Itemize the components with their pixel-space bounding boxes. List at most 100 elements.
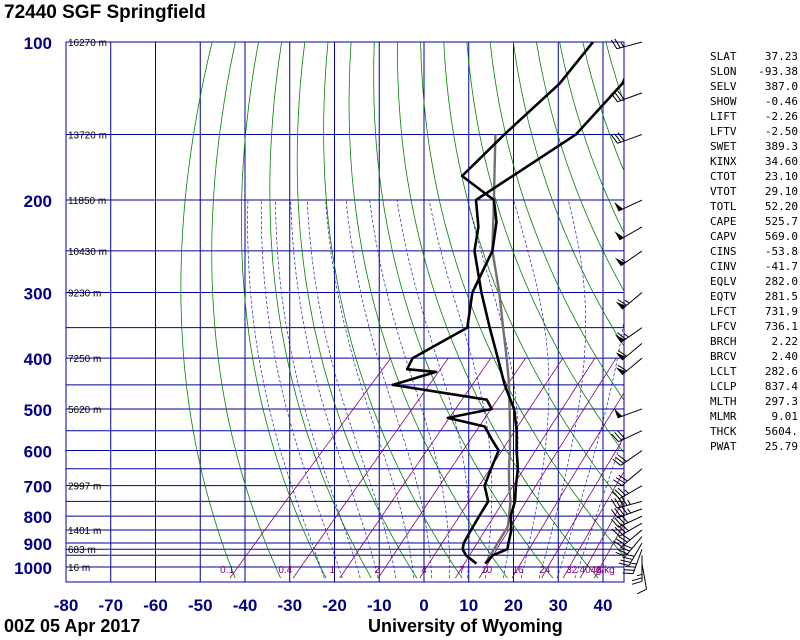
temperature-tick-label: 10 xyxy=(459,596,478,615)
barb-half-flag xyxy=(624,299,630,304)
index-name: VTOT xyxy=(710,185,737,198)
barb-flag xyxy=(631,577,643,582)
index-row: MLTH 297.3 xyxy=(710,394,798,409)
index-row: LFCV 736.1 xyxy=(710,319,798,334)
observation-time: 00Z 05 Apr 2017 xyxy=(4,616,141,636)
barb-flag xyxy=(618,562,630,566)
barb-flag xyxy=(615,456,624,464)
temperature-tick-label: 30 xyxy=(549,596,568,615)
barb-pennant xyxy=(614,408,623,418)
moist-adiabat xyxy=(290,199,379,579)
barb-flag xyxy=(617,487,626,496)
barb-shaft xyxy=(617,408,643,419)
index-name: BRCV xyxy=(710,350,737,363)
wind-barb xyxy=(614,408,643,419)
barb-half-flag xyxy=(627,499,631,505)
barb-half-flag xyxy=(627,508,632,514)
height-label: 13720 m xyxy=(68,130,107,141)
temperature-tick-label: 40 xyxy=(594,596,613,615)
index-name: SLON xyxy=(710,65,737,78)
moist-adiabats xyxy=(247,199,624,579)
dry-adiabats xyxy=(180,42,624,579)
height-label: 9230 m xyxy=(68,288,101,299)
barb-shaft xyxy=(641,563,648,590)
barb-flag xyxy=(612,458,622,466)
temperature-tick-label: -80 xyxy=(54,596,79,615)
barb-flag xyxy=(617,132,625,142)
pressure-tick-label: 700 xyxy=(24,478,52,497)
barb-flag xyxy=(621,496,628,506)
chart-title: 72440 SGF Springfield xyxy=(4,2,206,23)
barb-flag xyxy=(611,518,619,528)
temperature-tick-label: -30 xyxy=(277,596,302,615)
source-credit: University of Wyoming xyxy=(368,616,563,636)
temperature-tick-label: -20 xyxy=(322,596,347,615)
height-label: 16270 m xyxy=(68,38,107,49)
dry-adiabat xyxy=(489,42,624,401)
barb-shaft xyxy=(617,133,643,144)
index-row: SLON -93.38 xyxy=(710,64,798,79)
wind-barb xyxy=(611,485,643,500)
barb-flag xyxy=(611,491,620,500)
index-value: 52.20 xyxy=(764,200,798,213)
index-row: VTOT 29.10 xyxy=(710,184,798,199)
index-name: CAPV xyxy=(710,230,737,243)
stability-indices: SLAT 37.23 SLON -93.38 SELV 387.0 SHOW -0.46 LIF… xyxy=(710,49,798,454)
barb-shaft xyxy=(618,199,643,212)
moist-adiabat xyxy=(345,199,433,579)
moist-adiabat xyxy=(260,200,343,579)
dry-adiabat xyxy=(420,42,624,557)
index-value: 837.4 xyxy=(764,380,798,393)
wind-barb xyxy=(612,450,643,466)
barb-flag xyxy=(614,507,622,517)
barb-flag xyxy=(617,90,625,100)
mixing-ratio-line xyxy=(229,357,392,579)
height-label: 1401 m xyxy=(68,526,101,537)
barb-flag xyxy=(610,93,618,103)
index-value: -53.8 xyxy=(764,245,798,258)
moist-adiabat xyxy=(325,199,415,579)
mixing-ratio-label: 24 xyxy=(539,565,551,576)
index-name: LFCT xyxy=(710,305,737,318)
index-row: CTOT 23.10 xyxy=(710,169,798,184)
mixing-ratio-line xyxy=(562,470,624,579)
index-value: 23.10 xyxy=(764,170,798,183)
barb-flag xyxy=(618,536,628,543)
index-value: 569.0 xyxy=(764,230,798,243)
moist-adiabat xyxy=(275,200,361,579)
barb-flag xyxy=(623,553,635,557)
wind-barb xyxy=(610,90,643,103)
index-row: CINS -53.8 xyxy=(710,244,798,259)
index-name: LIFT xyxy=(710,110,737,123)
index-value: 29.10 xyxy=(764,185,798,198)
barb-flag xyxy=(610,39,618,49)
wind-barb xyxy=(610,496,643,509)
barb-flag xyxy=(615,538,626,545)
mixing-ratio-label: 10 xyxy=(481,565,493,576)
index-row: CAPV 569.0 xyxy=(710,229,798,244)
moist-adiabat xyxy=(306,199,397,579)
mixing-ratio-label: 7 xyxy=(459,565,465,576)
barb-flag xyxy=(614,526,623,535)
barb-flag xyxy=(622,572,634,575)
temperature-profile xyxy=(473,77,624,565)
temperature-tick-label: -60 xyxy=(143,596,168,615)
mixing-ratio-label: 4 xyxy=(421,565,427,576)
mixing-ratio-label: 2 xyxy=(374,565,380,576)
index-value: 389.3 xyxy=(764,140,798,153)
barb-flag xyxy=(617,299,627,306)
wind-barb xyxy=(610,38,643,50)
index-value: 5604. xyxy=(764,425,798,438)
mixing-ratio-label: 1 xyxy=(329,565,335,576)
moist-adiabat xyxy=(396,199,470,579)
barb-flag xyxy=(617,549,628,555)
index-value: -2.50 xyxy=(764,125,798,138)
index-value: 34.60 xyxy=(764,155,798,168)
dry-adiabat xyxy=(296,42,418,579)
pressure-tick-label: 100 xyxy=(24,34,52,53)
barb-flag xyxy=(613,479,623,486)
barb-flag xyxy=(614,91,622,101)
pressure-tick-label: 900 xyxy=(24,535,52,554)
index-value: 387.0 xyxy=(764,80,798,93)
